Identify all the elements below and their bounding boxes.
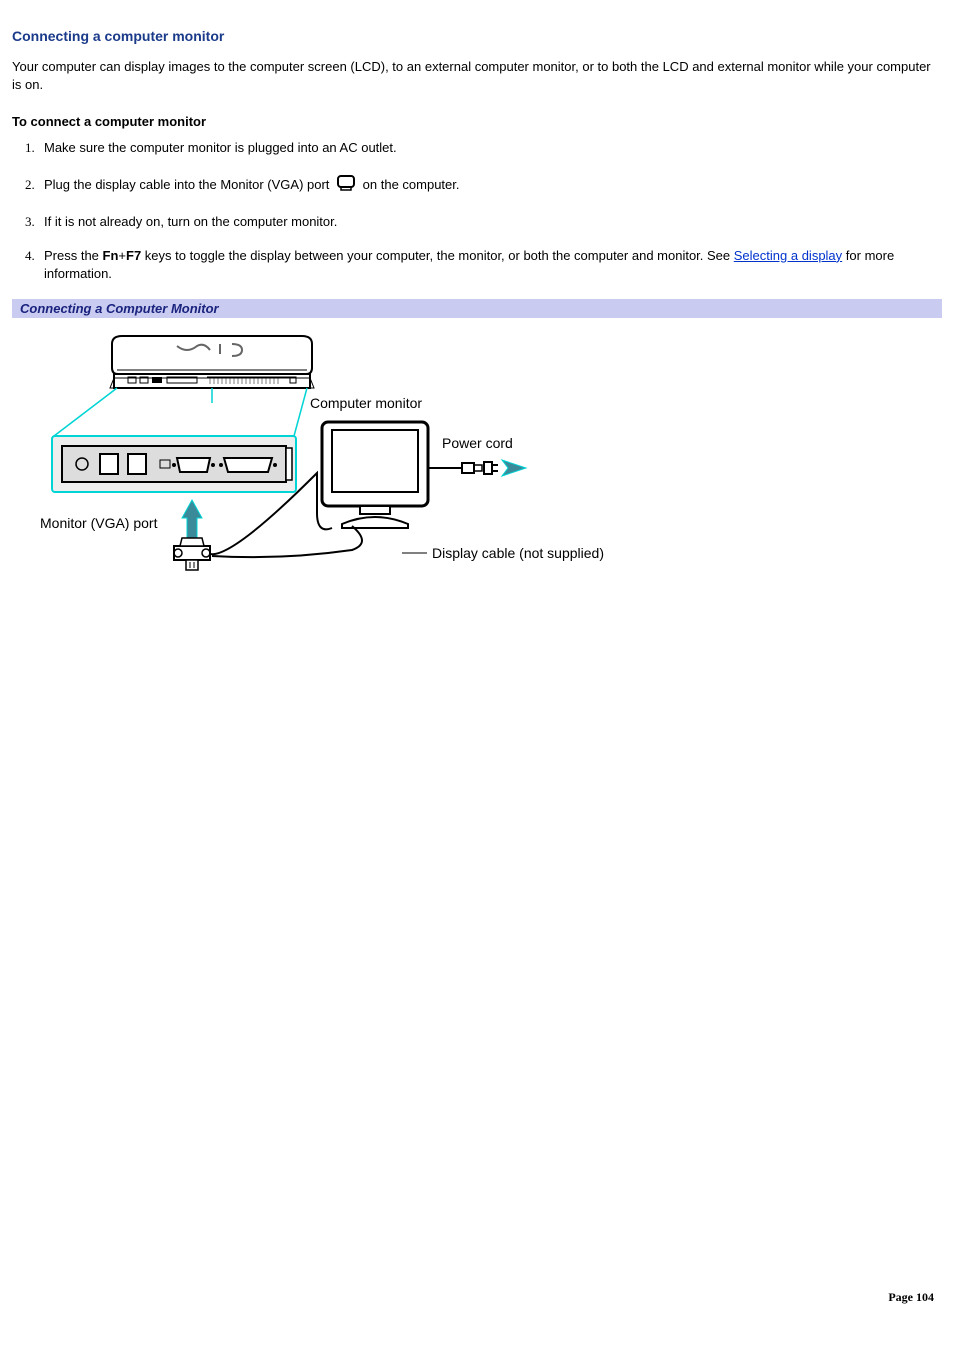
label-power-cord: Power cord	[442, 435, 513, 451]
laptop-icon	[110, 336, 314, 388]
callout-lines	[54, 388, 307, 436]
key-f7: F7	[126, 248, 141, 263]
figure-diagram: Computer monitor Power cord Monitor (VGA…	[12, 318, 942, 591]
intro-paragraph: Your computer can display images to the …	[12, 58, 942, 94]
step-text-pre: Plug the display cable into the Monitor …	[44, 177, 333, 192]
section-title: Connecting a computer monitor	[12, 28, 942, 44]
label-display-cable: Display cable (not supplied)	[432, 545, 604, 561]
label-vga-port: Monitor (VGA) port	[40, 515, 158, 531]
step-item: Plug the display cable into the Monitor …	[38, 174, 942, 197]
page-number: Page 104	[888, 1290, 934, 1305]
steps-list: Make sure the computer monitor is plugge…	[38, 139, 942, 283]
figure-caption: Connecting a Computer Monitor	[12, 299, 942, 318]
step-item: Make sure the computer monitor is plugge…	[38, 139, 942, 157]
monitor-icon	[322, 422, 428, 528]
rear-panel-icon	[52, 436, 296, 492]
step-text-post: on the computer.	[359, 177, 459, 192]
key-fn: Fn	[103, 248, 119, 263]
selecting-display-link[interactable]: Selecting a display	[734, 248, 842, 263]
sub-heading: To connect a computer monitor	[12, 114, 942, 129]
step-mid: keys to toggle the display between your …	[141, 248, 734, 263]
step-plus: +	[118, 248, 126, 263]
monitor-port-icon	[335, 174, 357, 197]
power-cord-icon	[428, 460, 526, 476]
step-item: Press the Fn+F7 keys to toggle the displ…	[38, 247, 942, 283]
step-text: If it is not already on, turn on the com…	[44, 214, 337, 229]
step-text-pre: Press the	[44, 248, 103, 263]
step-item: If it is not already on, turn on the com…	[38, 213, 942, 231]
step-text: Make sure the computer monitor is plugge…	[44, 140, 397, 155]
vga-connector-icon	[174, 538, 210, 570]
label-computer-monitor: Computer monitor	[310, 395, 422, 411]
